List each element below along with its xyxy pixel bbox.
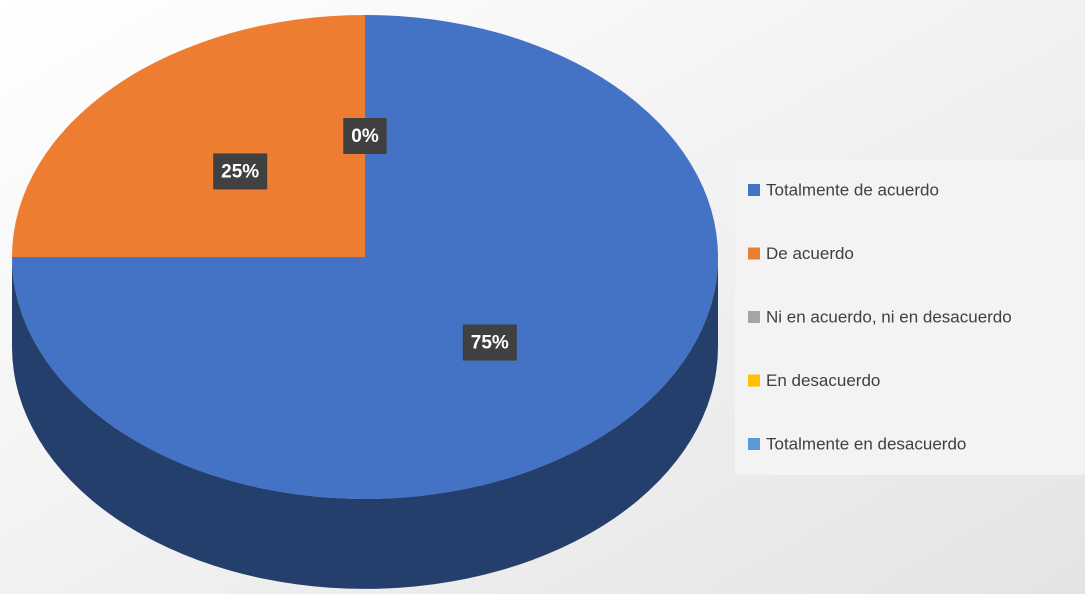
legend-swatch <box>748 311 760 323</box>
legend-label: En desacuerdo <box>766 371 880 390</box>
pie-slice <box>12 15 365 257</box>
value-label-box <box>462 324 517 361</box>
legend-label: Totalmente en desacuerdo <box>766 434 966 453</box>
legend-swatch <box>748 247 760 260</box>
legend-swatch <box>748 184 760 196</box>
legend-label: Ni en acuerdo, ni en desacuerdo <box>766 307 1012 326</box>
legend-swatch <box>748 374 760 387</box>
legend-swatch <box>748 438 760 450</box>
value-label: 75% <box>471 333 509 354</box>
value-label-box <box>213 153 268 190</box>
legend-box <box>735 160 1085 475</box>
value-label: 0% <box>351 126 379 147</box>
legend-label: Totalmente de acuerdo <box>766 180 939 199</box>
pie-side <box>12 257 718 589</box>
value-label-box <box>343 118 387 154</box>
value-label: 25% <box>221 161 259 182</box>
legend-label: De acuerdo <box>766 244 854 263</box>
